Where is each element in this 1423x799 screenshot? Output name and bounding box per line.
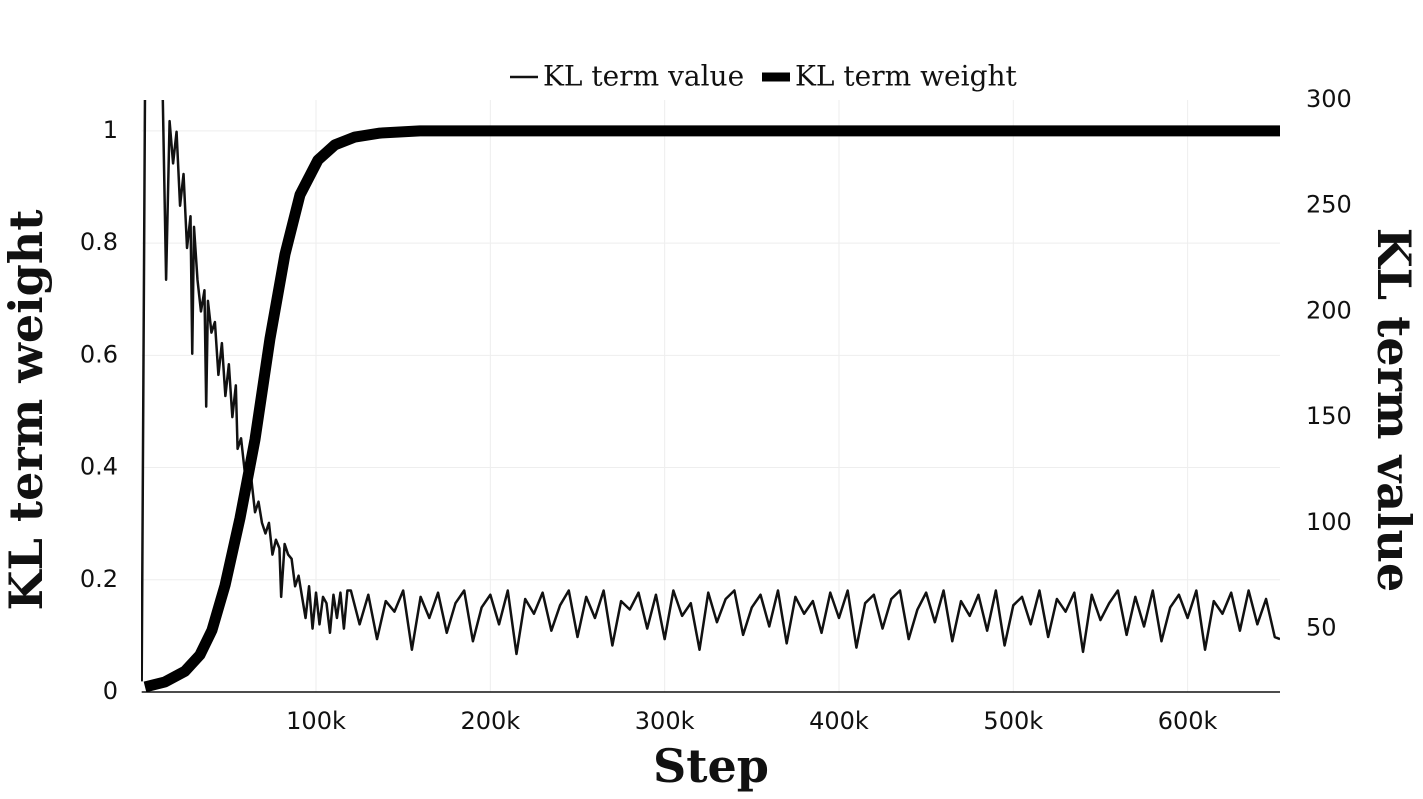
legend-label: KL term weight [795, 60, 1018, 93]
x-tick-label: 400k [809, 707, 869, 735]
x-tick-label: 200k [460, 707, 520, 735]
legend-label: KL term value [543, 60, 744, 93]
y2-tick-label: 250 [1306, 191, 1352, 219]
x-tick-label: 300k [635, 707, 695, 735]
y-tick-label: 0.8 [80, 228, 118, 256]
y2-tick-label: 300 [1306, 85, 1352, 113]
y-axis-title: KL term weight [0, 209, 53, 611]
y-tick-label: 0.2 [80, 565, 118, 593]
y2-axis-title: KL term value [1367, 228, 1421, 593]
series-line [143, 125, 1280, 692]
y-tick-label: 1 [103, 116, 118, 144]
y2-tick-label: 200 [1306, 296, 1352, 324]
x-axis-title: Step [653, 739, 769, 793]
y2-tick-label: 50 [1306, 614, 1337, 642]
x-tick-label: 100k [286, 707, 346, 735]
y-tick-label: 0.6 [80, 340, 118, 368]
series-line [141, 100, 1280, 682]
y-tick-label: 0 [103, 677, 118, 705]
y2-tick-label: 150 [1306, 402, 1352, 430]
x-tick-label: 600k [1158, 707, 1218, 735]
y2-tick-label: 100 [1306, 508, 1352, 536]
x-tick-label: 500k [983, 707, 1043, 735]
y-tick-label: 0.4 [80, 453, 118, 481]
